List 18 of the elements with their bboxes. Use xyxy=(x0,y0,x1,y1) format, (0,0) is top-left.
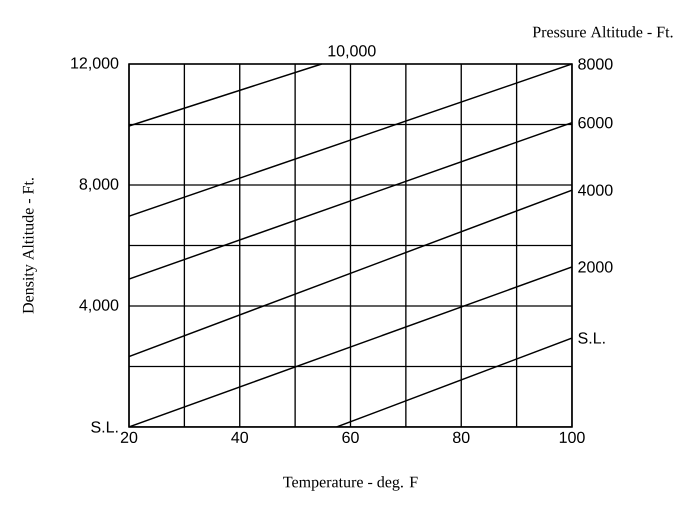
series-label: 10,000 xyxy=(328,45,376,58)
x-tick-label: 100 xyxy=(560,432,585,444)
x-tick-label: 40 xyxy=(231,432,248,444)
series-label: 2000 xyxy=(578,261,613,273)
y-tick-label: 8,000 xyxy=(80,178,118,192)
y-tick-label: S.L. xyxy=(91,421,118,433)
x-axis-title: Temperature - deg. F xyxy=(283,476,418,491)
x-tick-label: 20 xyxy=(120,432,138,444)
y-axis-title: Density Altitude - Ft. xyxy=(22,178,37,314)
legend-title: Pressure Altitude - Ft. xyxy=(532,26,673,38)
x-tick-label: 60 xyxy=(342,432,359,444)
x-tick-label: 80 xyxy=(453,432,470,444)
y-tick-label: 12,000 xyxy=(71,57,118,71)
series-label: S.L. xyxy=(578,332,605,344)
series-label: 6000 xyxy=(578,117,613,128)
y-tick-label: 4,000 xyxy=(79,299,118,313)
series-label: 8000 xyxy=(578,58,613,70)
series-label: 4000 xyxy=(578,184,613,196)
